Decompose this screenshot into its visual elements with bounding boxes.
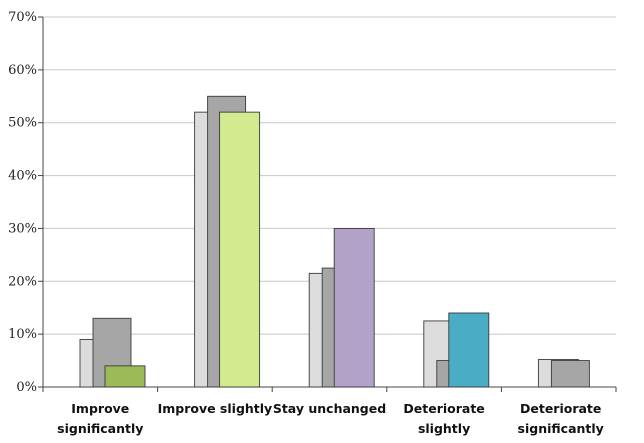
x-category-label: significantly <box>518 421 604 436</box>
bar-3-category-2 <box>219 111 261 388</box>
x-category-label: Improve slightly <box>158 401 273 416</box>
x-category-label: Deteriorate <box>403 401 484 416</box>
bar-3-category-3 <box>333 227 375 388</box>
y-tick-label: 30% <box>8 221 37 236</box>
y-tick-label: 60% <box>8 63 37 78</box>
bar-2-category-5 <box>550 360 590 388</box>
bar-3-category-1 <box>104 365 146 388</box>
y-tick-label: 10% <box>8 327 37 342</box>
bar-3-category-4 <box>448 312 490 388</box>
y-tick-label: 0% <box>16 380 37 395</box>
y-tick-label: 40% <box>8 169 37 184</box>
x-category-label: Stay unchanged <box>273 401 386 416</box>
x-category-label: significantly <box>57 421 143 436</box>
y-tick-label: 50% <box>8 116 37 131</box>
x-category-label: Improve <box>71 401 129 416</box>
y-tick-label: 20% <box>8 274 37 289</box>
x-category-label: slightly <box>418 421 470 436</box>
y-tick-label: 70% <box>8 10 37 25</box>
x-category-label: Deteriorate <box>520 401 601 416</box>
